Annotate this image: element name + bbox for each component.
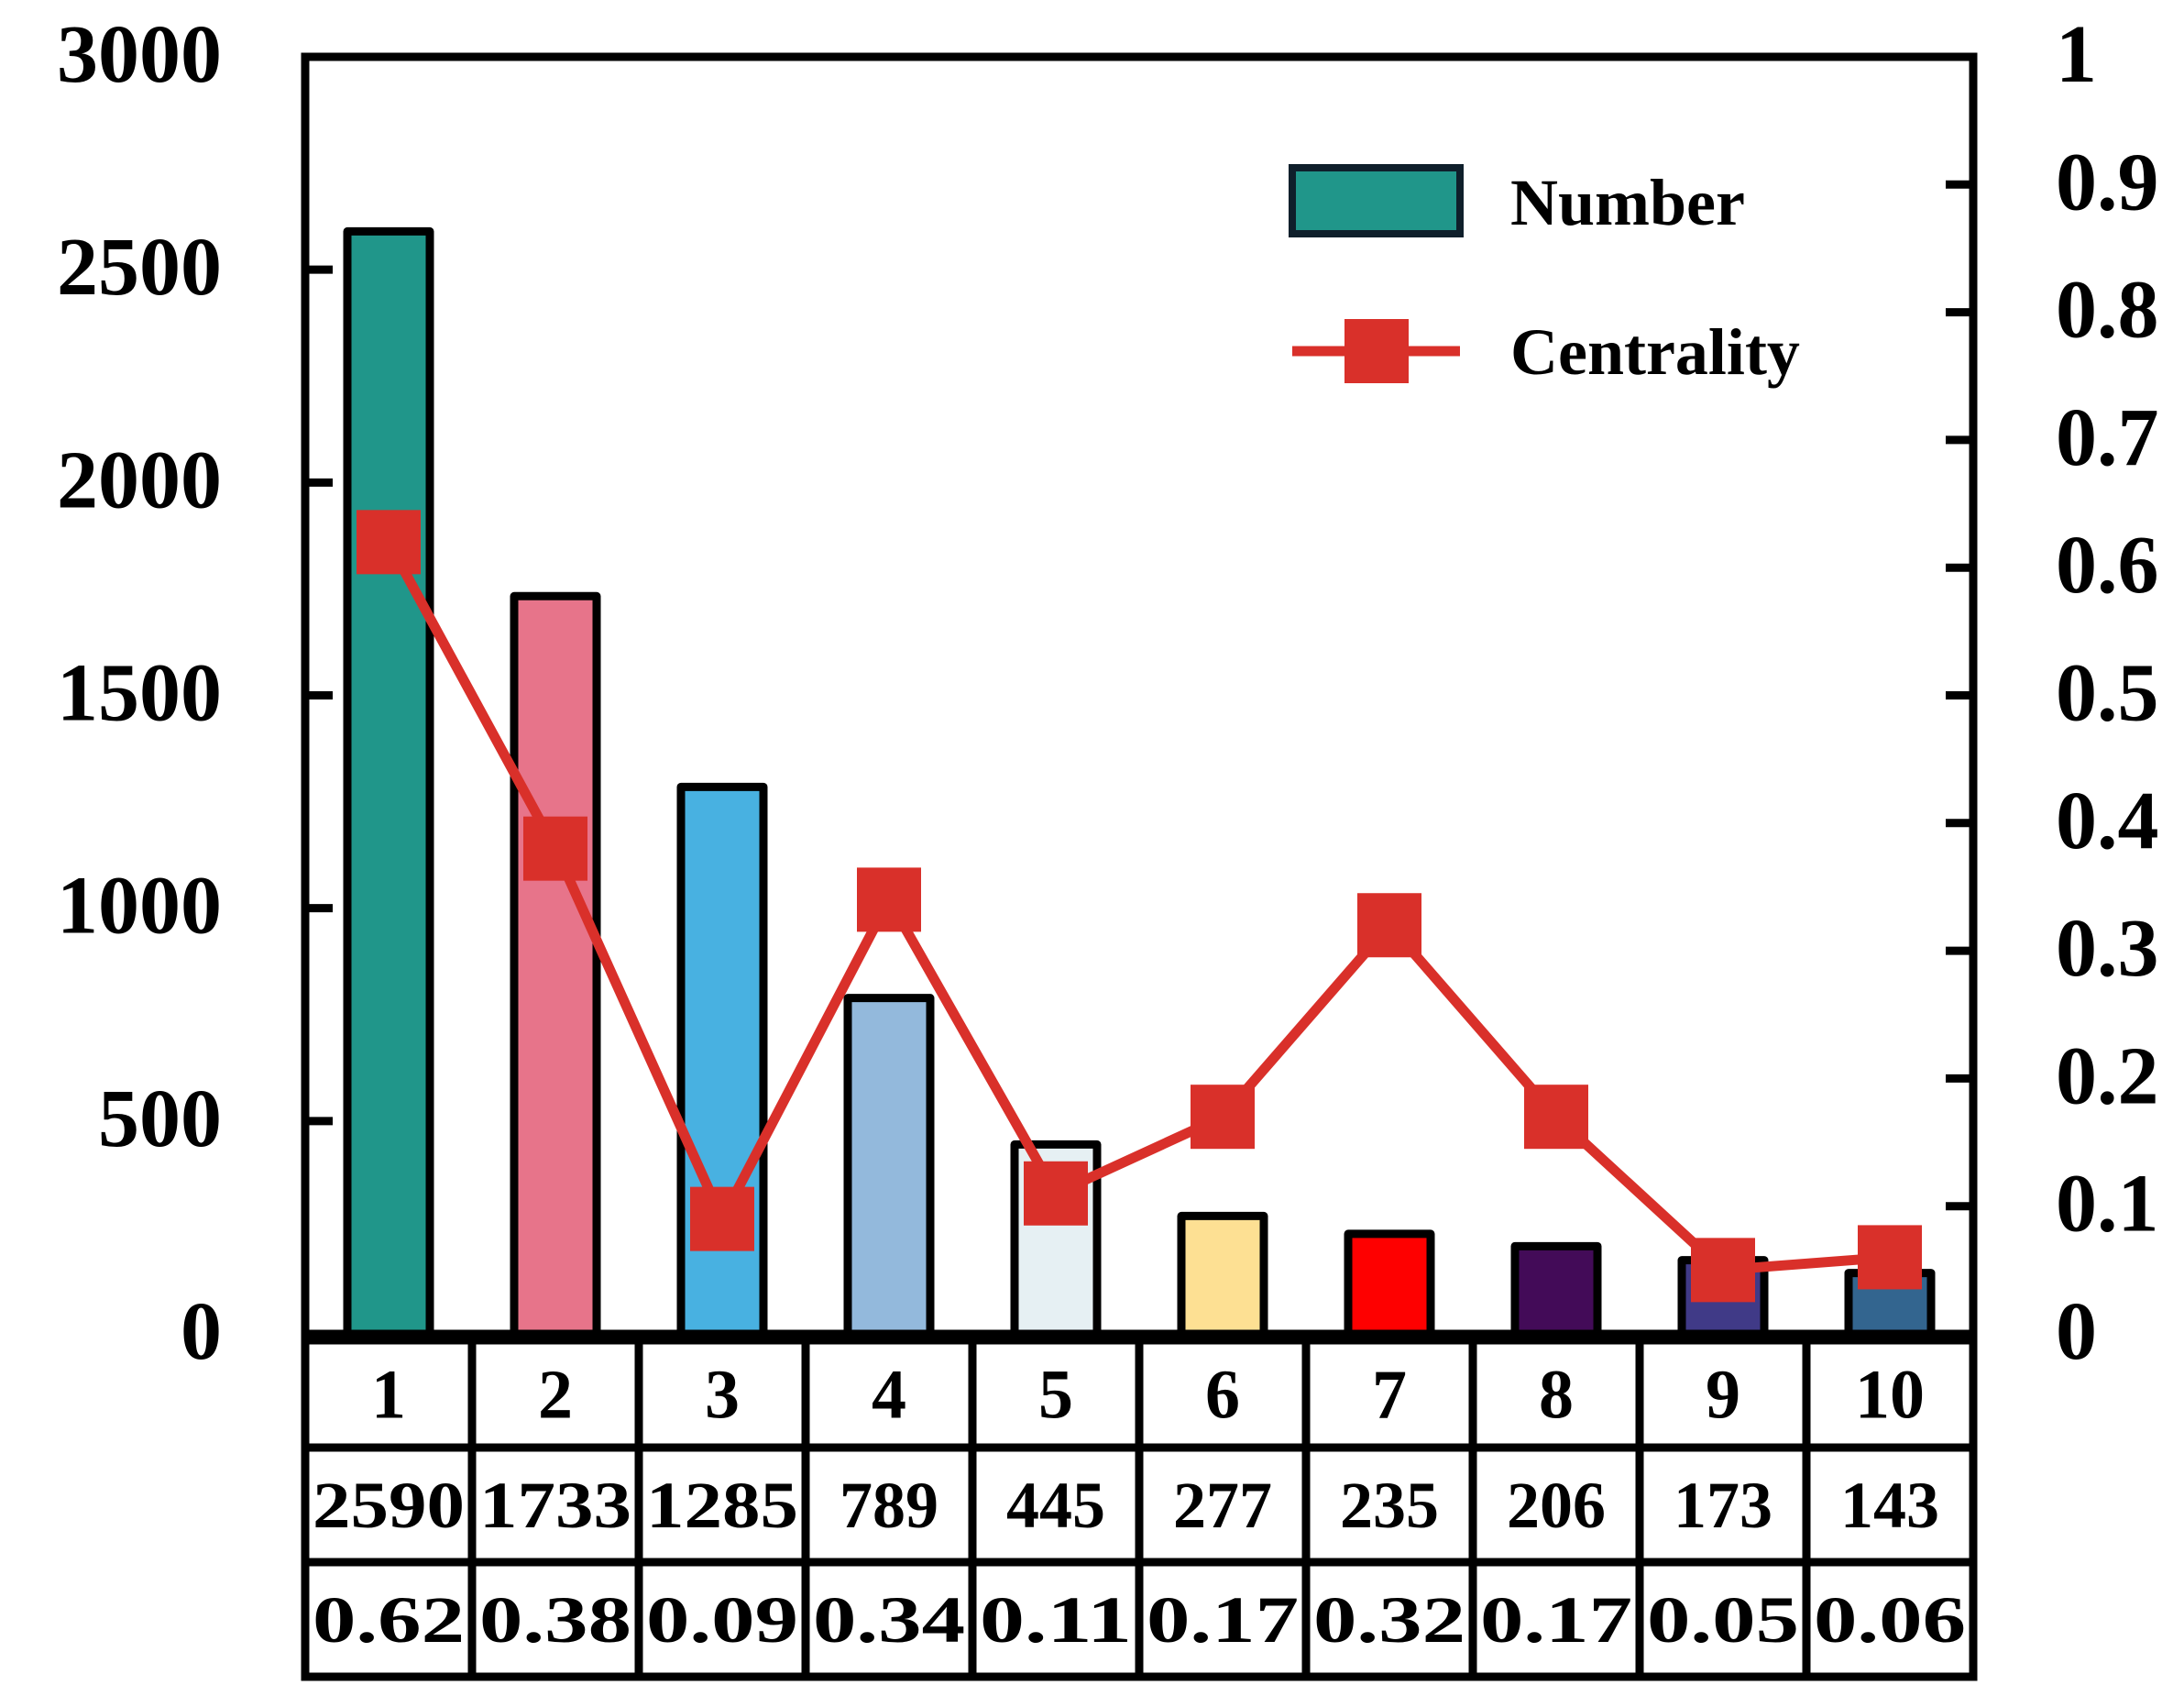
table-cell-centrality: 0.17 [1480,1583,1632,1657]
legend-label-number: Number [1510,166,1745,239]
centrality-point-4 [857,867,921,932]
bars [343,226,1936,1338]
table-cell-centrality: 0.32 [1313,1583,1465,1657]
table-cell-category: 10 [1855,1356,1925,1433]
left-tick-label: 3000 [57,9,222,100]
right-tick-label: 0.2 [2056,1030,2159,1121]
table-cell-number: 1285 [646,1469,798,1542]
centrality-point-3 [690,1186,754,1251]
table-cell-category: 9 [1706,1356,1740,1433]
table-cell-category: 8 [1539,1356,1574,1433]
table-cell-number: 277 [1173,1469,1272,1542]
table-cell-centrality: 0.09 [646,1583,798,1657]
centrality-line [357,510,1922,1303]
bar-7 [1344,1229,1435,1338]
left-tick-label: 0 [181,1286,222,1377]
table-cell-centrality: 0.34 [813,1583,965,1657]
table-cell-number: 173 [1674,1469,1772,1542]
table-cell-centrality: 0.06 [1814,1583,1966,1657]
left-tick-label: 2500 [57,222,222,313]
table-cell-number: 1733 [479,1469,631,1542]
centrality-point-7 [1357,893,1421,958]
right-tick-label: 0.8 [2056,265,2159,356]
right-tick-label: 0.9 [2056,137,2159,227]
right-tick-label: 0.6 [2056,520,2159,611]
table-cell-centrality: 0.38 [479,1583,631,1657]
legend-marker-centrality [1344,319,1409,383]
left-tick-label: 1000 [57,861,222,952]
table-cell-category: 4 [872,1356,906,1433]
legend: Number Centrality [1289,164,1800,389]
legend-swatch-number [1289,164,1464,237]
right-tick-label: 1 [2056,9,2097,100]
centrality-point-2 [523,816,587,881]
centrality-point-10 [1858,1225,1922,1290]
centrality-point-8 [1524,1085,1588,1150]
table-cell-centrality: 0.17 [1147,1583,1299,1657]
table-cell-number: 445 [1006,1469,1105,1542]
left-tick-label: 500 [98,1074,222,1164]
table-cell-number: 143 [1840,1469,1939,1542]
table-cell-centrality: 0.11 [980,1583,1132,1657]
right-tick-label: 0.5 [2056,648,2159,739]
bar-1 [343,226,434,1338]
bar-3 [676,782,768,1338]
axes: 0 500 1000 1500 2000 2500 3000 0 0.1 0.2 0.3 0.4 0.5… [57,9,2159,1377]
table-cell-category: 6 [1205,1356,1240,1433]
centrality-point-6 [1191,1085,1255,1150]
left-tick-label: 2000 [57,435,222,525]
right-tick-label: 0.1 [2056,1159,2159,1250]
right-tick-label: 0.4 [2056,776,2159,866]
right-tick-label: 0.3 [2056,903,2159,994]
centrality-point-5 [1024,1161,1088,1226]
centrality-point-9 [1691,1238,1755,1303]
bar-2 [510,591,601,1338]
table-cell-centrality: 0.62 [313,1583,465,1657]
centrality-polyline [384,539,1891,1275]
table-cell-number: 206 [1507,1469,1606,1542]
table-cell-centrality: 0.05 [1647,1583,1799,1657]
centrality-point-1 [357,510,421,575]
table-cell-category: 2 [538,1356,573,1433]
table-cell-category: 7 [1372,1356,1407,1433]
table-cell-category: 5 [1038,1356,1073,1433]
table-cell-category: 3 [705,1356,740,1433]
table-cell-category: 1 [371,1356,406,1433]
legend-label-centrality: Centrality [1510,315,1800,389]
table-cell-number: 2590 [313,1469,465,1542]
table-cell-number: 789 [840,1469,938,1542]
right-tick-label: 0 [2056,1286,2097,1377]
bar-4 [843,994,935,1338]
bar-8 [1510,1241,1602,1338]
table-cell-number: 235 [1340,1469,1439,1542]
bar-6 [1177,1211,1268,1338]
right-tick-label: 0.7 [2056,392,2159,483]
left-tick-label: 1500 [57,648,222,739]
